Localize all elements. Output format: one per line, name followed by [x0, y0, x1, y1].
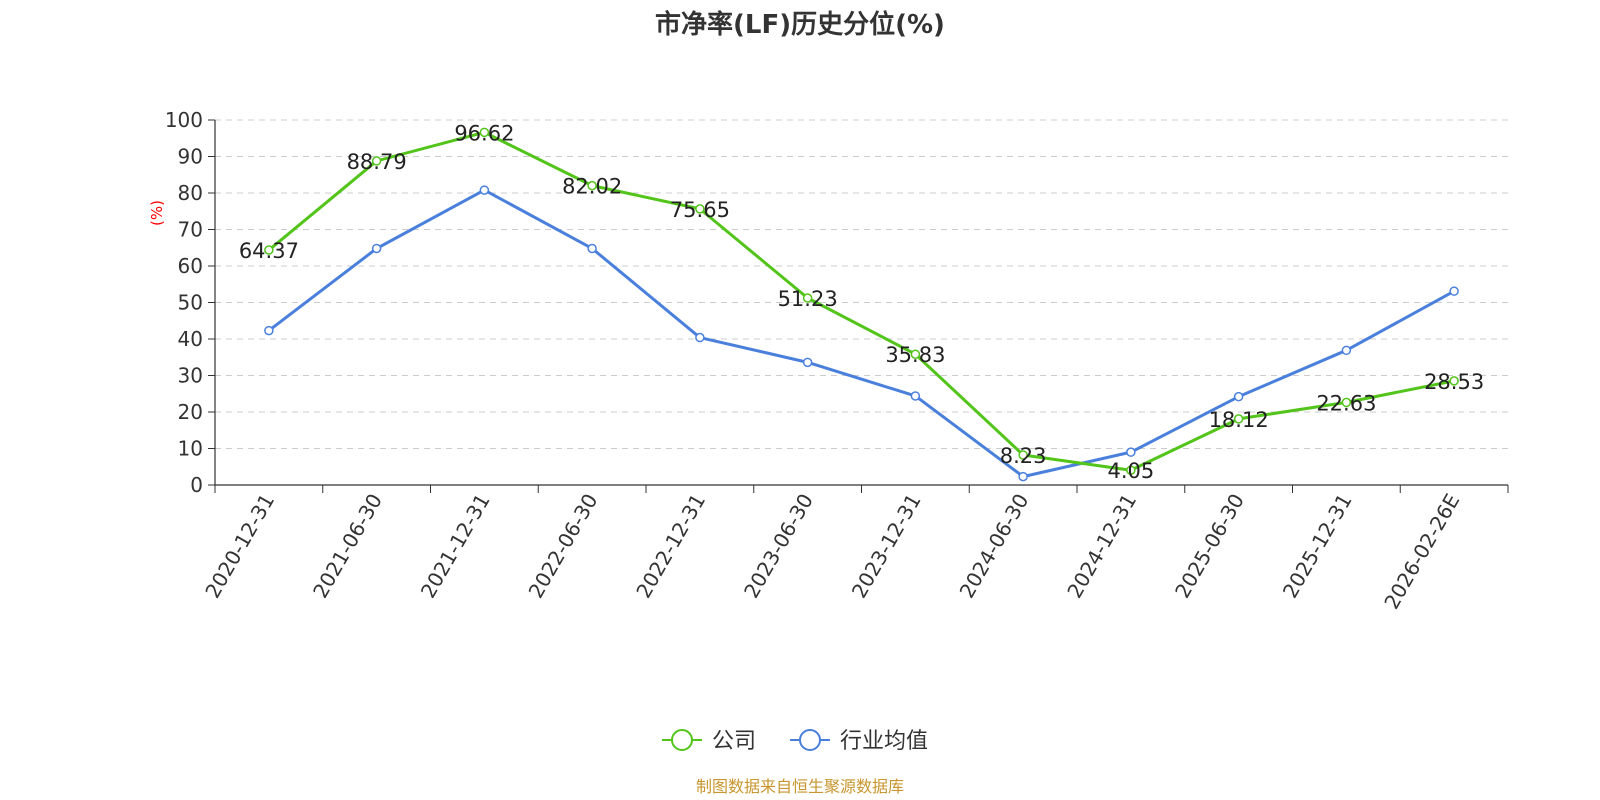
data-label: 28.53: [1424, 370, 1484, 394]
data-point: [695, 204, 705, 214]
data-point: [479, 185, 490, 195]
data-point: [479, 127, 490, 138]
data-point: [264, 325, 274, 336]
x-tick-label: 2022-12-31: [631, 490, 710, 603]
data-label: 96.62: [454, 121, 514, 145]
x-tick-label: 2023-06-30: [739, 490, 818, 603]
data-label: 22.63: [1316, 391, 1376, 415]
y-tick-label: 0: [190, 473, 203, 497]
chart-title: 市净率(LF)历史分位(%): [655, 9, 945, 40]
data-point: [1126, 465, 1136, 475]
data-point: [587, 180, 597, 191]
legend-label: 行业均值: [840, 729, 928, 754]
x-tick-label: 2022-06-30: [524, 490, 603, 603]
x-tick-label: 2021-06-30: [308, 490, 387, 603]
data-point: [264, 245, 274, 255]
y-tick-label: 100: [165, 108, 203, 132]
y-tick-label: 20: [178, 400, 203, 424]
data-point: [1018, 450, 1028, 460]
x-tick-label: 2023-12-31: [847, 490, 926, 603]
axes: 0 10 20 30 40 50 60 70 80 90 100 2020-12-31 2021-06-…: [165, 108, 1509, 614]
data-point: [1341, 397, 1352, 408]
legend-label: 公司: [712, 729, 756, 754]
data-point: [910, 391, 921, 401]
legend-marker: [671, 729, 693, 751]
data-point: [1233, 391, 1244, 402]
data-label: 8.23: [1000, 444, 1047, 468]
y-axis-label: (%): [148, 200, 166, 226]
grid: [215, 119, 1508, 449]
data-point: [1341, 345, 1352, 356]
series-line: [267, 188, 1455, 479]
data-point: [1126, 447, 1136, 457]
data-point: [371, 243, 382, 254]
data-point: [695, 332, 705, 343]
y-tick-label: 30: [178, 364, 203, 388]
data-point: [1449, 286, 1459, 296]
data-point: [587, 243, 597, 254]
data-point: [910, 349, 921, 359]
data-point: [1018, 471, 1028, 482]
series-line: [267, 130, 1455, 472]
y-tick-label: 60: [178, 254, 203, 278]
data-label: 18.12: [1209, 408, 1269, 432]
y-tick-label: 50: [178, 291, 203, 315]
x-tick-label: 2026-02-26E: [1379, 490, 1464, 614]
data-point: [802, 357, 813, 368]
x-tick-label: 2021-12-31: [416, 490, 495, 603]
legend[interactable]: 公司 行业均值: [662, 729, 928, 754]
x-tick-label: 2025-12-31: [1278, 490, 1357, 603]
y-tick-label: 10: [178, 437, 203, 461]
y-tick-label: 90: [178, 145, 203, 169]
source-note: 制图数据来自恒生聚源数据库: [696, 777, 904, 796]
x-tick-label: 2024-06-30: [955, 490, 1034, 603]
data-label: 64.37: [239, 239, 299, 263]
data-labels: 64.37 88.79 96.62 82.02 75.65 51.23 35.83 8.23 4…: [239, 121, 1484, 483]
data-label: 82.02: [562, 175, 622, 199]
x-tick-label: 2024-12-31: [1062, 490, 1141, 603]
y-tick-label: 40: [178, 327, 203, 351]
series-group: [264, 127, 1459, 482]
legend-marker: [799, 729, 821, 751]
data-point: [1449, 376, 1459, 386]
data-label: 35.83: [885, 343, 945, 367]
data-label: 88.79: [347, 150, 407, 174]
y-tick-label: 80: [178, 181, 203, 205]
y-tick-label: 70: [178, 218, 203, 242]
data-label: 75.65: [670, 198, 730, 222]
data-label: 51.23: [778, 287, 838, 311]
x-tick-label: 2025-06-30: [1170, 490, 1249, 603]
data-point: [802, 293, 813, 303]
data-point: [1233, 414, 1244, 424]
x-tick-label: 2020-12-31: [200, 490, 279, 603]
data-point: [371, 156, 382, 166]
data-label: 4.05: [1107, 459, 1154, 483]
